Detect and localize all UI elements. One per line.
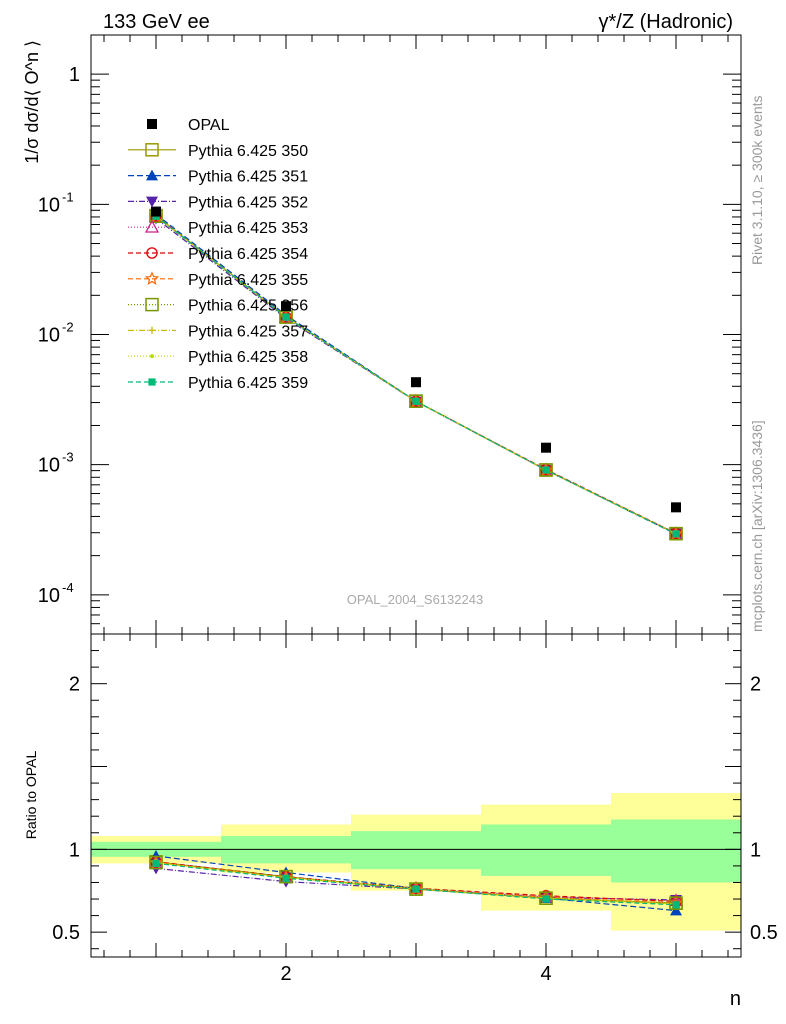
ratio-point bbox=[282, 874, 290, 882]
y-tick-label-right: 2 bbox=[750, 674, 761, 696]
mc-point bbox=[539, 463, 553, 477]
rivet-label: Rivet 3.1.10, ≥ 300k events bbox=[749, 95, 765, 265]
ratio-panel: 2 4 0.5 0.5 1 1 2 2 Ratio to OPAL n bbox=[23, 633, 778, 1010]
main-panel: 110-110-210-310-4 OPAL_2004_S6132243 1/σ… bbox=[22, 34, 742, 635]
data-point bbox=[151, 206, 161, 217]
y-tick-label: 2 bbox=[69, 674, 80, 696]
data-point bbox=[411, 377, 421, 388]
legend-label: Pythia 6.425 355 bbox=[188, 272, 308, 289]
data-point bbox=[541, 442, 551, 453]
legend-marker bbox=[146, 196, 158, 208]
main-y-axis-label: 1/σ dσ/d⟨ O^n ⟩ bbox=[22, 40, 42, 164]
y-tick-label: 0.5 bbox=[52, 922, 80, 944]
main-axis-ticks: 110-110-210-310-4 bbox=[38, 34, 741, 635]
y-tick-label: 10 bbox=[38, 455, 60, 477]
x-axis-label: n bbox=[730, 988, 741, 1010]
legend-marker bbox=[144, 219, 160, 233]
y-tick-label: 1 bbox=[69, 839, 80, 861]
ratio-point bbox=[152, 859, 160, 868]
y-tick-label: 1 bbox=[69, 64, 80, 86]
analysis-label: OPAL_2004_S6132243 bbox=[347, 592, 483, 607]
ratio-series-359 bbox=[152, 859, 680, 909]
y-tick-label: 10 bbox=[38, 194, 60, 216]
legend-label: Pythia 6.425 358 bbox=[188, 349, 308, 366]
mcplots-label: mcplots.cern.ch [arXiv:1306.3436] bbox=[749, 420, 765, 632]
legend-marker bbox=[149, 354, 155, 359]
mc-point bbox=[669, 526, 683, 541]
ratio-plot-content bbox=[91, 793, 741, 931]
uncertainty-band-inner bbox=[351, 831, 481, 870]
ratio-curve bbox=[155, 862, 677, 906]
uncertainty-band-inner bbox=[611, 819, 741, 883]
legend-marker bbox=[148, 326, 156, 334]
legend-label: Pythia 6.425 357 bbox=[188, 323, 308, 340]
mc-series-356 bbox=[149, 209, 683, 541]
right-title: γ*/Z (Hadronic) bbox=[599, 11, 733, 33]
legend-label: Pythia 6.425 359 bbox=[188, 375, 308, 392]
ratio-point bbox=[149, 855, 163, 870]
legend-marker bbox=[147, 119, 157, 129]
y-tick-exponent: -3 bbox=[62, 450, 74, 465]
y-tick-label-right: 0.5 bbox=[750, 922, 778, 944]
y-tick-exponent: -4 bbox=[62, 580, 74, 595]
legend-label: Pythia 6.425 353 bbox=[188, 220, 308, 237]
ratio-point bbox=[542, 895, 550, 903]
legend-label: Pythia 6.425 352 bbox=[188, 194, 308, 211]
ratio-y-axis-label: Ratio to OPAL bbox=[23, 751, 39, 840]
left-title: 133 GeV ee bbox=[103, 11, 210, 33]
legend-marker bbox=[146, 169, 158, 181]
legend-marker bbox=[144, 271, 160, 285]
legend-label: Pythia 6.425 356 bbox=[188, 298, 308, 315]
ratio-point bbox=[669, 896, 683, 910]
data-series-opal bbox=[151, 206, 681, 513]
ratio-point bbox=[412, 885, 420, 893]
y-tick-label-right: 1 bbox=[750, 839, 761, 861]
ratio-point bbox=[672, 901, 680, 909]
mc-point bbox=[409, 394, 423, 409]
ratio-point bbox=[670, 904, 682, 916]
x-tick-label: 4 bbox=[540, 963, 551, 985]
mc-point bbox=[542, 466, 550, 474]
ratio-curve bbox=[155, 861, 677, 903]
legend-marker bbox=[145, 143, 159, 157]
x-tick-label: 2 bbox=[280, 963, 291, 985]
legend-label: Pythia 6.425 351 bbox=[188, 169, 308, 186]
legend-marker bbox=[146, 247, 158, 259]
mc-point bbox=[672, 530, 680, 538]
ratio-axis-ticks: 2 4 0.5 0.5 1 1 2 2 bbox=[52, 634, 778, 985]
legend-marker bbox=[145, 297, 159, 312]
data-point bbox=[281, 301, 291, 312]
mc-curve bbox=[155, 215, 677, 535]
y-tick-exponent: -2 bbox=[62, 320, 74, 335]
uncertainty-band-inner bbox=[481, 824, 611, 876]
y-tick-label: 10 bbox=[38, 585, 60, 607]
mc-point bbox=[282, 313, 290, 321]
legend: OPAL Pythia 6.425 350 Pythia 6.425 351 Pyth… bbox=[128, 117, 308, 392]
y-tick-exponent: -1 bbox=[62, 189, 74, 204]
mc-point bbox=[412, 397, 420, 405]
data-point bbox=[671, 502, 681, 513]
legend-label: Pythia 6.425 350 bbox=[188, 143, 308, 160]
main-plot-content bbox=[148, 206, 684, 541]
y-tick-label: 10 bbox=[38, 325, 60, 347]
legend-label: OPAL bbox=[188, 117, 230, 134]
legend-label: Pythia 6.425 354 bbox=[188, 246, 308, 263]
legend-marker bbox=[148, 378, 156, 386]
